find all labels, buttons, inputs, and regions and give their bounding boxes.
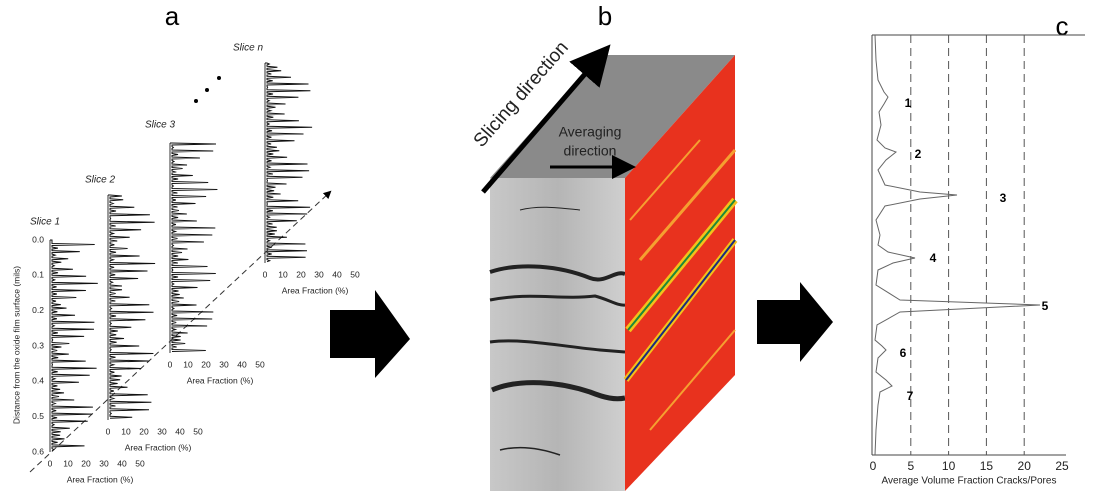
x-tick-label: 20 <box>296 269 306 279</box>
profile <box>265 63 312 262</box>
x-tick-label: 50 <box>135 458 145 468</box>
profile <box>50 240 98 451</box>
x-tick-label: 30 <box>219 359 229 369</box>
x-tick-label: 50 <box>193 426 203 436</box>
x-tick-label: 30 <box>314 269 324 279</box>
x-tick-label: 40 <box>237 359 247 369</box>
peak-label: 2 <box>915 147 922 161</box>
peak-label: 6 <box>900 346 907 360</box>
x-tick-label: 10 <box>121 426 131 436</box>
block-front <box>490 178 625 491</box>
peak-label: 4 <box>930 251 937 265</box>
x-tick-label: 40 <box>117 458 127 468</box>
x-tick-label: 0 <box>168 359 173 369</box>
x-axis-label: Average Volume Fraction Cracks/Pores <box>882 476 1057 487</box>
x-tick-label: 50 <box>255 359 265 369</box>
y-tick-label: 0.3 <box>32 340 44 350</box>
y-tick-label: 0.0 <box>32 234 44 244</box>
x-tick-label: 10 <box>183 359 193 369</box>
x-tick-label: 50 <box>350 269 360 279</box>
x-tick-label: 40 <box>332 269 342 279</box>
x-tick-label: 5 <box>907 459 914 473</box>
panel-label: a <box>165 1 180 31</box>
profile <box>170 143 217 352</box>
panel-label: b <box>598 1 612 31</box>
profile <box>108 195 155 418</box>
y-tick-label: 0.2 <box>32 305 44 315</box>
x-tick-label: 20 <box>139 426 149 436</box>
x-tick-label: 15 <box>980 459 994 473</box>
x-tick-label: 20 <box>201 359 211 369</box>
x-axis-label: Area Fraction (%) <box>67 474 134 484</box>
averaging-label: Averaging <box>559 124 622 140</box>
peak-label: 3 <box>1000 191 1007 205</box>
peak-label: 1 <box>905 96 912 110</box>
x-axis-label: Area Fraction (%) <box>187 375 254 385</box>
x-tick-label: 10 <box>278 269 288 279</box>
y-tick-label: 0.4 <box>32 376 44 386</box>
slice-label: Slice 3 <box>145 120 175 131</box>
dot <box>217 76 221 80</box>
y-tick-label: 0.6 <box>32 446 44 456</box>
x-tick-label: 10 <box>63 458 73 468</box>
x-tick-label: 10 <box>942 459 956 473</box>
x-tick-label: 0 <box>870 459 877 473</box>
slice-label: Slice 2 <box>85 175 115 186</box>
x-tick-label: 20 <box>1018 459 1032 473</box>
x-tick-label: 40 <box>175 426 185 436</box>
slice-label: Slice n <box>233 43 263 54</box>
profile-curve <box>875 35 1040 455</box>
x-tick-label: 0 <box>106 426 111 436</box>
y-tick-label: 0.5 <box>32 411 44 421</box>
dot <box>205 88 209 92</box>
x-tick-label: 25 <box>1055 459 1069 473</box>
x-tick-label: 20 <box>81 458 91 468</box>
x-tick-label: 0 <box>263 269 268 279</box>
x-tick-label: 0 <box>48 458 53 468</box>
y-tick-label: 0.1 <box>32 270 44 280</box>
peak-label: 5 <box>1042 299 1049 313</box>
x-axis-label: Area Fraction (%) <box>282 285 349 295</box>
peak-label: 7 <box>907 389 914 403</box>
flow-arrow <box>757 282 833 362</box>
panel-label: c <box>1056 11 1069 41</box>
x-tick-label: 30 <box>99 458 109 468</box>
x-axis-label: Area Fraction (%) <box>125 442 192 452</box>
averaging-label: direction <box>564 143 617 159</box>
slice-label: Slice 1 <box>30 217 60 228</box>
dot <box>194 99 198 103</box>
figure: a b c Distance from the oxide film surfa… <box>0 0 1099 491</box>
y-axis-label: Distance from the oxide film surface (mi… <box>11 266 21 424</box>
flow-arrow <box>330 290 410 378</box>
x-tick-label: 30 <box>157 426 167 436</box>
